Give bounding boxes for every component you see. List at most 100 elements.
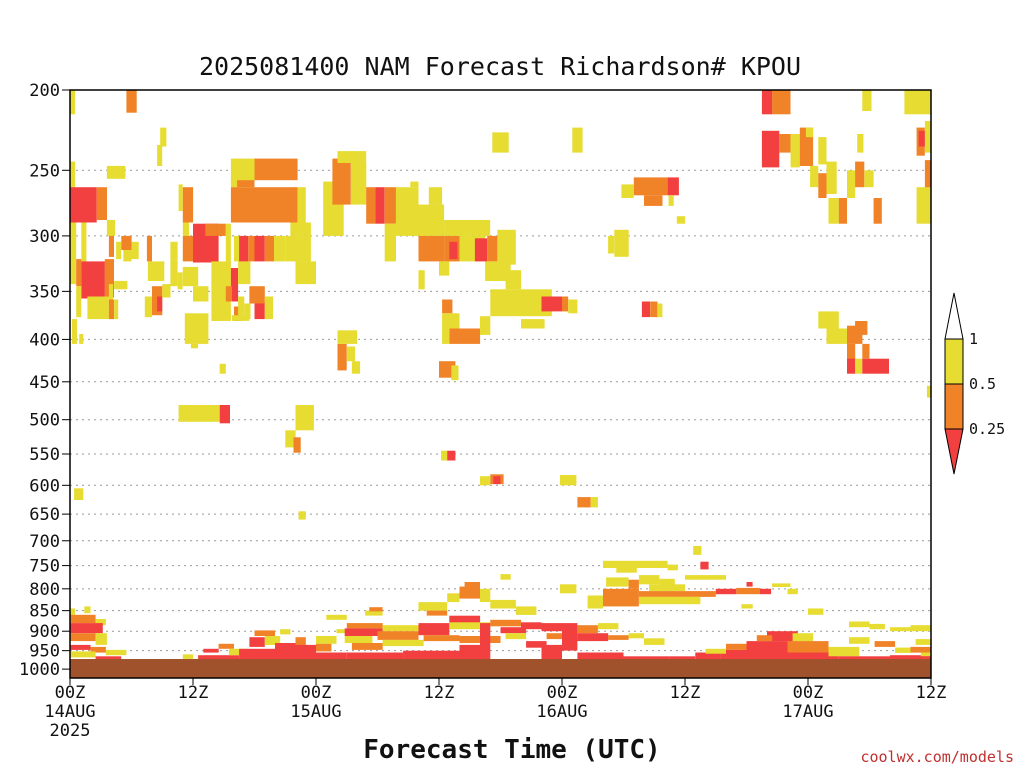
ri-cell-yellow bbox=[920, 652, 932, 657]
ri-cell-yellow bbox=[70, 222, 77, 285]
ri-cell-yellow bbox=[439, 261, 450, 276]
ri-cell-red bbox=[521, 622, 542, 630]
ri-cell-yellow bbox=[818, 311, 839, 329]
ri-cell-orange bbox=[787, 641, 829, 653]
ri-cell-yellow bbox=[70, 651, 96, 658]
ri-cell-orange bbox=[182, 235, 194, 262]
ri-cell-red bbox=[761, 90, 773, 115]
ri-cell-yellow bbox=[621, 184, 634, 198]
ri-cell-red bbox=[375, 187, 385, 224]
ri-cell-orange bbox=[248, 235, 255, 262]
ri-cell-orange bbox=[644, 195, 663, 206]
x-tick-label: 2025 bbox=[50, 721, 91, 741]
ri-cell-red bbox=[562, 623, 578, 651]
ri-cell-orange bbox=[108, 235, 114, 257]
ri-cell-yellow bbox=[441, 450, 448, 461]
ri-cell-yellow bbox=[234, 235, 240, 262]
ri-cell-yellow bbox=[926, 385, 931, 398]
ri-cell-yellow bbox=[123, 250, 132, 262]
ri-cell-orange bbox=[423, 635, 460, 642]
ri-cell-orange bbox=[772, 90, 791, 115]
ri-cell-orange bbox=[146, 235, 152, 262]
ri-cell-yellow bbox=[264, 636, 281, 645]
ri-cell-orange bbox=[70, 614, 96, 624]
ri-cell-orange bbox=[490, 619, 522, 627]
ri-cell-orange bbox=[104, 259, 114, 298]
ri-cell-orange bbox=[346, 623, 383, 629]
ri-cell-red bbox=[254, 301, 265, 320]
ri-cell-yellow bbox=[190, 343, 199, 349]
ri-cell-yellow bbox=[384, 223, 396, 262]
ri-cell-yellow bbox=[157, 145, 163, 166]
ri-cell-yellow bbox=[910, 625, 931, 632]
ri-cell-red bbox=[541, 623, 562, 632]
x-tick-label: 00Z bbox=[547, 683, 578, 703]
ri-cell-yellow bbox=[76, 286, 82, 318]
ri-cell-red bbox=[500, 627, 527, 634]
ri-cell-yellow bbox=[638, 575, 660, 585]
ri-cell-yellow bbox=[924, 121, 931, 153]
ri-cell-orange bbox=[96, 187, 107, 220]
ri-cell-yellow bbox=[326, 614, 347, 620]
ri-cell-yellow bbox=[365, 610, 383, 616]
y-tick-label-900: 900 bbox=[29, 622, 60, 642]
ri-cell-orange bbox=[874, 641, 896, 647]
ri-cell-orange bbox=[924, 160, 931, 205]
ri-cell-orange bbox=[736, 587, 760, 595]
ri-cell-orange bbox=[418, 235, 445, 262]
x-tick-label: 17AUG bbox=[782, 702, 833, 722]
ri-cell-yellow bbox=[667, 564, 678, 571]
ri-cell-red bbox=[157, 296, 163, 312]
ri-cell-yellow bbox=[685, 575, 726, 580]
ri-cell-orange bbox=[182, 187, 194, 223]
ri-cell-orange bbox=[442, 299, 453, 314]
ri-cell-yellow bbox=[105, 649, 127, 656]
ri-cell-orange bbox=[90, 646, 106, 653]
ri-cell-orange bbox=[384, 187, 396, 224]
ri-cell-orange bbox=[546, 633, 568, 640]
ri-cell-red bbox=[249, 637, 265, 647]
ri-cell-yellow bbox=[849, 637, 870, 644]
ri-cell-yellow bbox=[182, 654, 194, 659]
ri-cell-orange bbox=[633, 177, 668, 196]
ri-cell-yellow bbox=[95, 619, 106, 626]
ri-cell-orange bbox=[234, 306, 242, 321]
ri-cell-yellow bbox=[264, 296, 273, 320]
x-tick-label: 00Z bbox=[55, 683, 86, 703]
ri-cell-red bbox=[203, 648, 219, 653]
ri-cell-orange bbox=[316, 643, 332, 652]
ri-cell-yellow bbox=[114, 299, 119, 320]
ri-cell-yellow bbox=[792, 633, 814, 642]
ri-cell-red bbox=[577, 633, 609, 642]
ri-cell-yellow bbox=[351, 361, 361, 374]
ri-cell-yellow bbox=[442, 313, 460, 329]
ri-cell-red bbox=[70, 644, 91, 650]
ri-cell-orange bbox=[216, 223, 226, 236]
y-tick-label-450: 450 bbox=[29, 373, 60, 393]
ri-cell-orange bbox=[847, 343, 856, 362]
ri-cell-orange bbox=[464, 582, 480, 589]
ri-cell-yellow bbox=[826, 161, 837, 194]
chart-title: 2025081400 NAM Forecast Richardson# KPOU bbox=[199, 52, 801, 81]
ri-cell-yellow bbox=[849, 621, 870, 628]
ri-cell-yellow bbox=[131, 241, 139, 260]
ri-cell-yellow bbox=[70, 90, 76, 115]
ri-cell-yellow bbox=[490, 599, 516, 609]
ri-cell-orange bbox=[369, 607, 383, 612]
ri-cell-yellow bbox=[72, 319, 78, 344]
y-tick-label-600: 600 bbox=[29, 476, 60, 496]
credit-link[interactable]: coolwx.com/models bbox=[860, 748, 1014, 766]
ri-cell-yellow bbox=[230, 158, 255, 188]
ri-cell-orange bbox=[126, 90, 137, 113]
ri-cell-yellow bbox=[442, 328, 450, 344]
ri-cell-yellow bbox=[826, 328, 847, 344]
ri-cell-yellow bbox=[614, 229, 629, 257]
ri-cell-yellow bbox=[231, 315, 250, 321]
ri-cell-orange bbox=[237, 180, 255, 188]
ri-cell-orange bbox=[366, 187, 376, 224]
ri-cell-yellow bbox=[177, 272, 183, 290]
ri-cell-orange bbox=[487, 235, 498, 262]
ri-cell-orange bbox=[562, 296, 569, 312]
